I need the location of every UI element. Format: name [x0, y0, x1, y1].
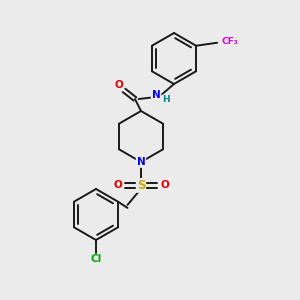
- Text: Cl: Cl: [90, 254, 102, 265]
- Text: S: S: [137, 179, 145, 192]
- Text: CF₃: CF₃: [222, 37, 238, 46]
- Text: O: O: [113, 180, 122, 190]
- Text: N: N: [136, 157, 146, 167]
- Text: O: O: [115, 80, 124, 91]
- Text: N: N: [152, 90, 160, 100]
- Text: H: H: [162, 95, 170, 104]
- Text: O: O: [160, 180, 169, 190]
